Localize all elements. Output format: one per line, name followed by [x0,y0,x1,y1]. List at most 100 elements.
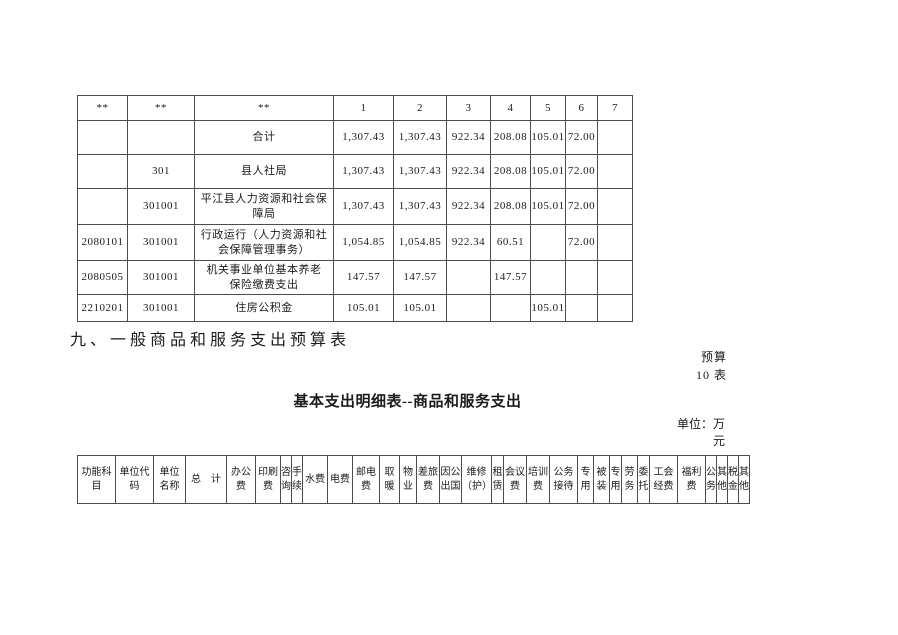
table-cell: 60.51 [490,224,531,261]
column-header: 委 托 [637,455,650,504]
table-cell: 2080505 [77,260,128,295]
table-row: 2080505 301001 机关事业单位基本养老 保险缴费支出 147.57 147.… [77,260,633,295]
table-row: 2210201 301001 住房公积金 105.01 105.01 105.01 [77,294,633,322]
table-cell: 1,307.43 [333,154,394,189]
column-header: 维修 （护） [461,455,492,504]
column-header: 7 [597,95,633,121]
table-row: 合计 1,307.43 1,307.43 922.34 208.08 105.01 72.0… [77,120,633,155]
column-header: 物 业 [399,455,417,504]
column-header: 1 [333,95,394,121]
table-cell: 301001 [127,260,195,295]
column-header: 总 计 [185,455,227,504]
table-cell: 922.34 [446,154,491,189]
table-row: 301 县人社局 1,307.43 1,307.43 922.34 208.08 105.0… [77,154,633,189]
table-cell: 922.34 [446,188,491,225]
column-header: 6 [565,95,598,121]
detail-header-row: 功能科 目单位代 码单位 名称总 计办公 费印刷 费咨 询手 续水费 电费 邮电 费… [77,455,750,504]
table-cell: 147.57 [393,260,447,295]
column-header: 税 金 [727,455,739,504]
table-cell [565,294,598,322]
table-cell: 1,054.85 [393,224,447,261]
table-cell [446,260,491,295]
column-header: 其 他 [738,455,750,504]
table-cell [565,260,598,295]
table-cell: 208.08 [490,154,531,189]
table-cell: 1,307.43 [333,188,394,225]
column-header: 咨 询 [280,455,292,504]
column-header: ** [127,95,195,121]
table-cell: 208.08 [490,188,531,225]
table-cell: 1,307.43 [333,120,394,155]
column-header: 因公 出国 [439,455,462,504]
table-cell: 105.01 [530,188,566,225]
column-header: 被 装 [593,455,610,504]
table-cell: 105.01 [530,294,566,322]
table-cell: 机关事业单位基本养老 保险缴费支出 [194,260,334,295]
table-cell: 1,054.85 [333,224,394,261]
table-cell [77,154,128,189]
column-header: ** [194,95,334,121]
table-cell: 住房公积金 [194,294,334,322]
column-header: ** [77,95,128,121]
table-cell: 1,307.43 [393,154,447,189]
column-header: 福利 费 [677,455,706,504]
table-cell: 105.01 [333,294,394,322]
table-cell: 208.08 [490,120,531,155]
table-cell: 147.57 [490,260,531,295]
summary-header-row: ** ** ** 1 2 3 4 5 6 7 [77,95,633,121]
table-cell: 2210201 [77,294,128,322]
table-cell [490,294,531,322]
column-header: 印刷 费 [255,455,281,504]
column-header: 邮电 费 [352,455,380,504]
table-cell: 72.00 [565,188,598,225]
table-cell: 301001 [127,224,195,261]
table-cell: 922.34 [446,224,491,261]
column-header: 4 [490,95,531,121]
table-cell: 县人社局 [194,154,334,189]
table-cell: 平江县人力资源和社会保 障局 [194,188,334,225]
table-cell: 行政运行（人力资源和社 会保障管理事务） [194,224,334,261]
table-cell: 2080101 [77,224,128,261]
table-cell [530,260,566,295]
table-row: 301001 平江县人力资源和社会保 障局 1,307.43 1,307.43 922.… [77,188,633,225]
column-header: 专 用 [577,455,594,504]
table-cell: 301001 [127,294,195,322]
column-header: 5 [530,95,566,121]
table-row: 2080101 301001 行政运行（人力资源和社 会保障管理事务） 1,054.8… [77,224,633,261]
summary-table-body: 合计 1,307.43 1,307.43 922.34 208.08 105.01 72.0… [77,120,633,322]
table-cell [597,224,633,261]
column-header: 差旅 费 [416,455,440,504]
column-header: 取 暖 [379,455,400,504]
column-header: 水费 [302,455,328,504]
table-cell [597,294,633,322]
table-cell: 105.01 [530,120,566,155]
table-cell: 1,307.43 [393,188,447,225]
column-header: 租 赁 [491,455,504,504]
column-header: 公 务 [705,455,717,504]
column-header: 3 [446,95,491,121]
table-cell [597,188,633,225]
column-header: 会议 费 [503,455,527,504]
table-cell [77,188,128,225]
table-cell [446,294,491,322]
table-cell: 72.00 [565,224,598,261]
column-header: 公务 接待 [549,455,578,504]
column-header: 办公 费 [226,455,256,504]
table-cell: 105.01 [393,294,447,322]
table-cell: 72.00 [565,120,598,155]
table-cell: 72.00 [565,154,598,189]
section-heading: 九、一般商品和服务支出预算表 [70,332,351,349]
table-cell: 合计 [194,120,334,155]
table-cell: 105.01 [530,154,566,189]
table-cell [127,120,195,155]
column-header: 劳 务 [621,455,638,504]
column-header: 培训 费 [526,455,550,504]
table-cell: 301001 [127,188,195,225]
table-number-note: 预算 10 表 [695,350,727,382]
column-header: 其 他 [716,455,728,504]
table-cell [597,154,633,189]
unit-note: 单位：万 元 [676,417,725,448]
column-header: 专 用 [609,455,622,504]
column-header: 电费 [327,455,353,504]
